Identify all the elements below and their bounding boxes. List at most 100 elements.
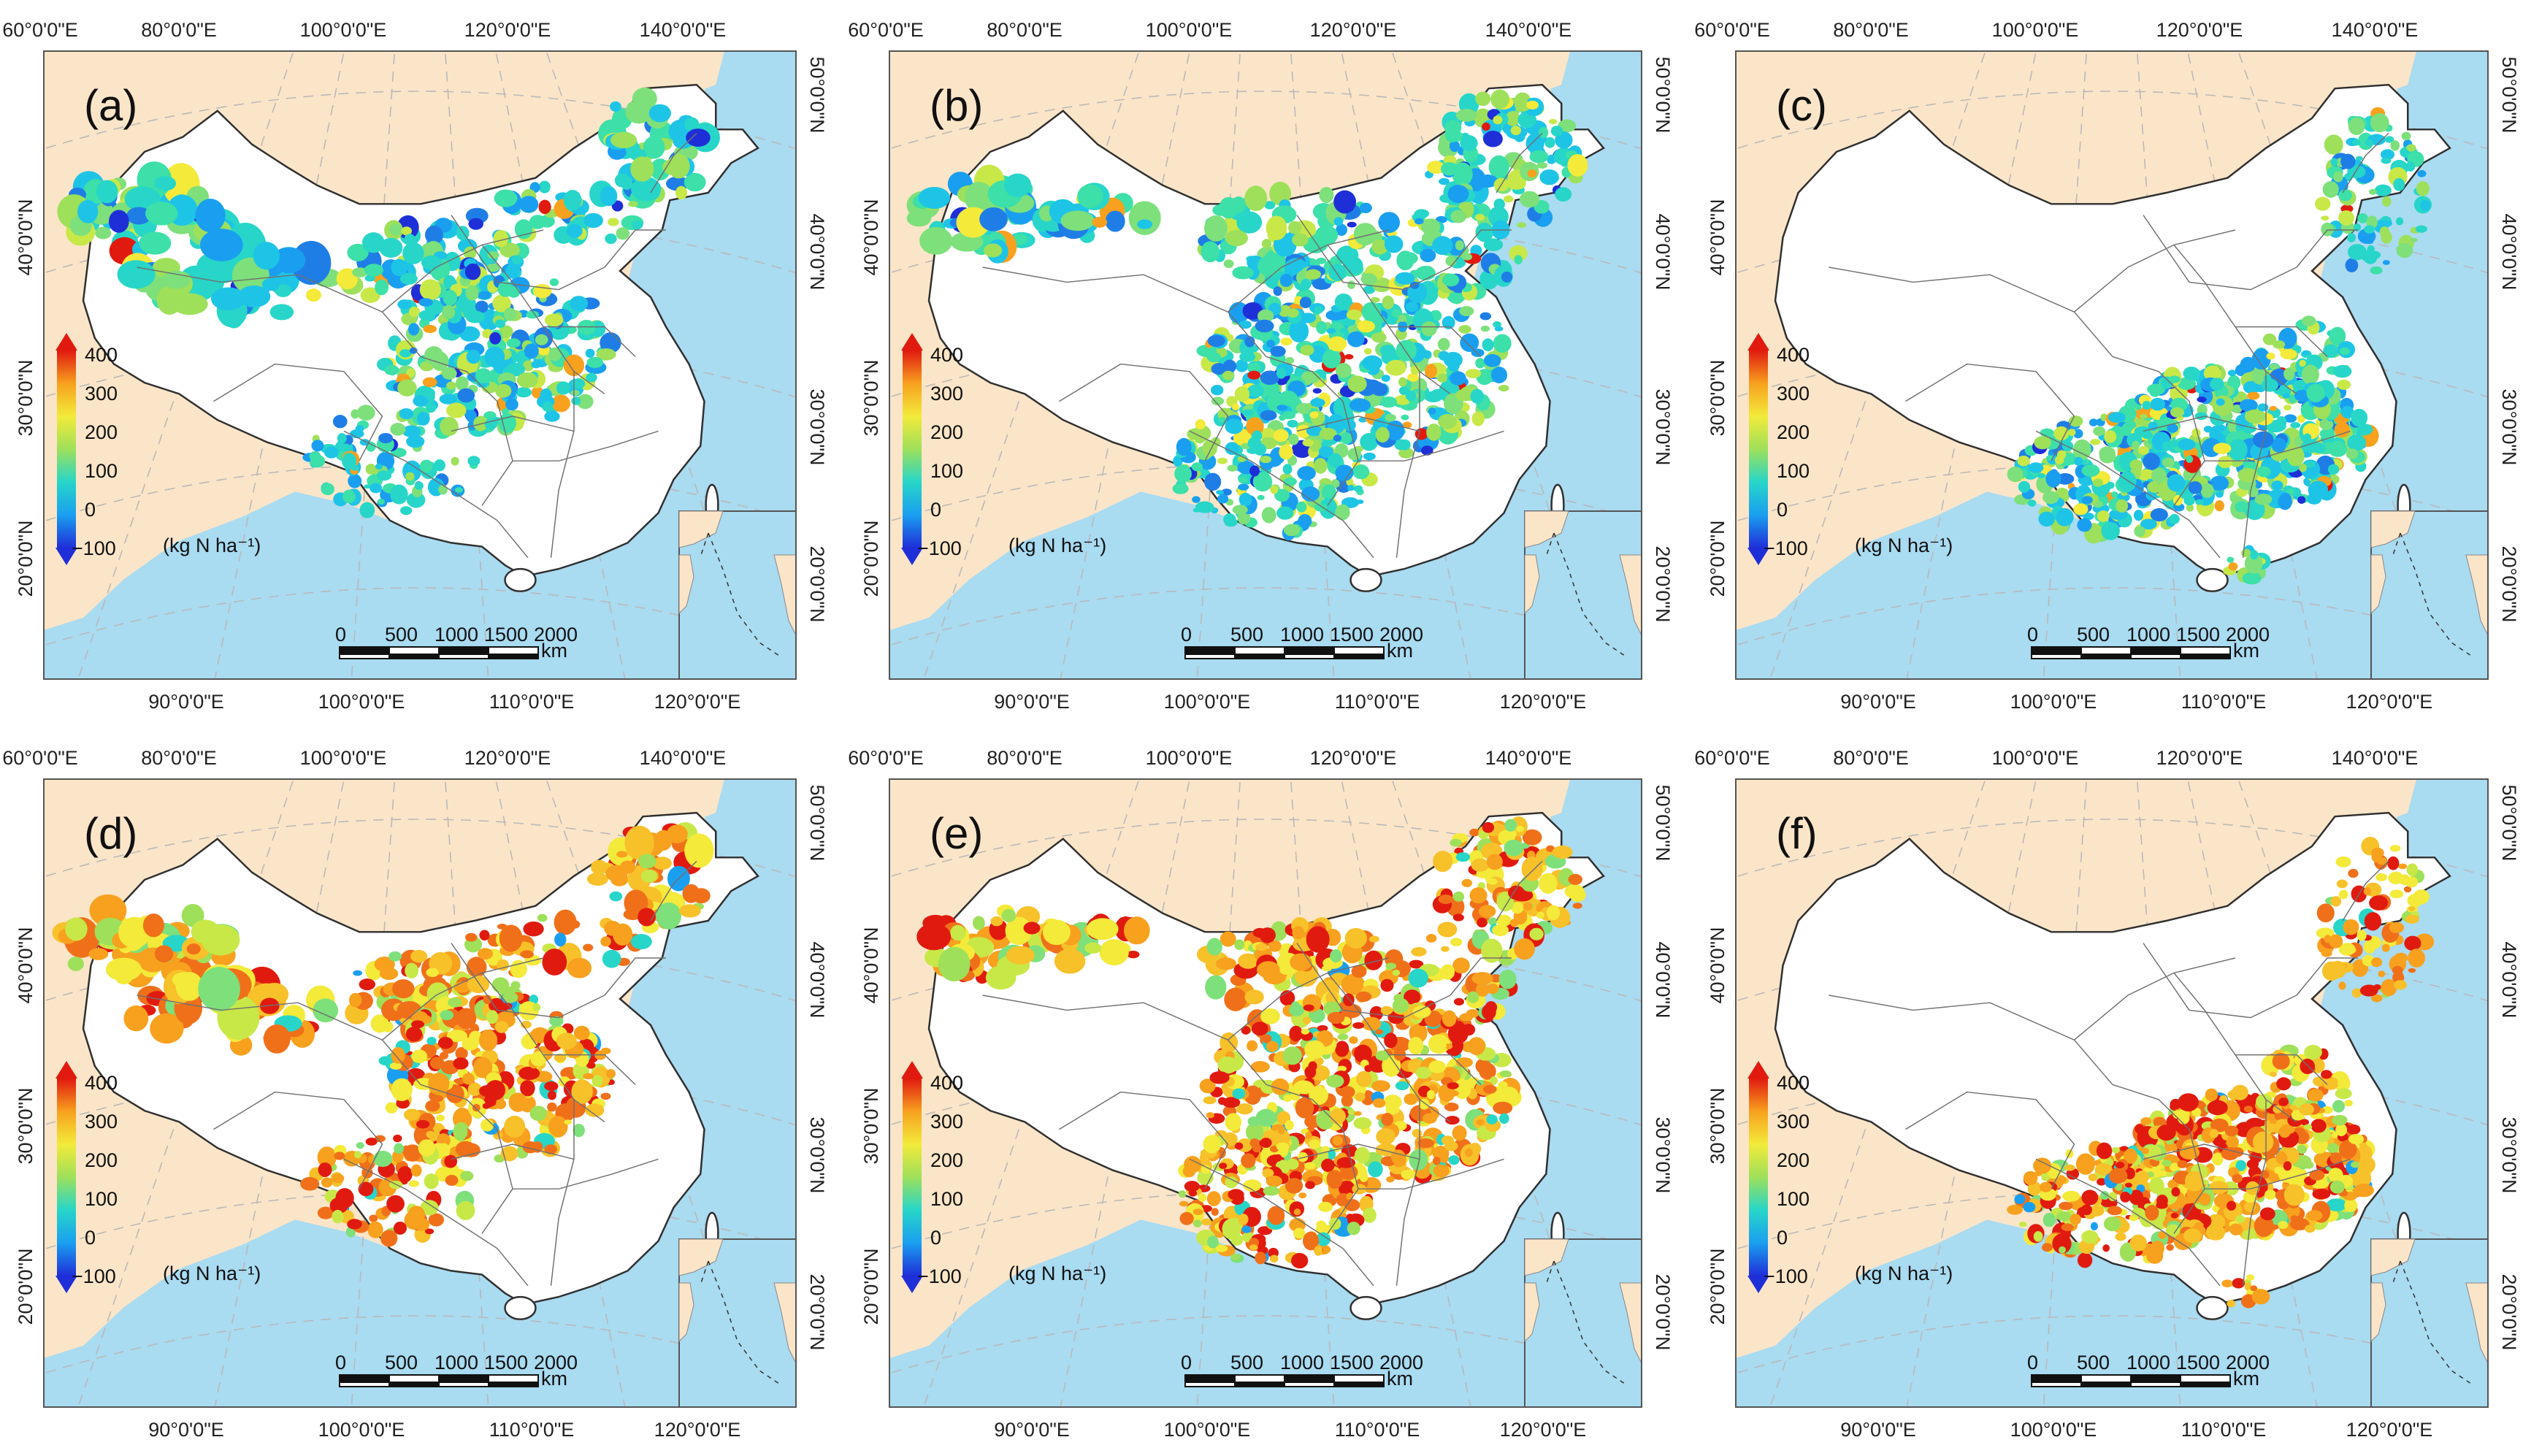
value-cell <box>2389 922 2405 933</box>
value-cell <box>397 1165 413 1183</box>
value-cell <box>465 410 477 423</box>
value-cell <box>420 1200 439 1216</box>
value-cell <box>1420 248 1436 263</box>
value-cell <box>358 1181 374 1197</box>
value-cell <box>1238 483 1249 491</box>
value-cell <box>1206 1112 1214 1119</box>
value-cell <box>2274 1166 2284 1175</box>
top-axis-label: 60°0'0"E <box>2 19 78 41</box>
value-cell <box>1252 430 1263 442</box>
value-cell <box>2156 1201 2168 1209</box>
value-cell <box>351 409 359 419</box>
value-cell <box>2115 1233 2126 1241</box>
value-cell <box>1436 1042 1447 1049</box>
value-cell <box>1330 949 1342 963</box>
value-cell <box>1223 513 1236 526</box>
value-cell <box>1249 1244 1258 1251</box>
value-cell <box>1490 367 1508 384</box>
value-cell <box>453 1123 468 1141</box>
value-cell <box>554 932 567 947</box>
value-cell <box>1546 905 1561 921</box>
colorbar-ramp <box>903 350 922 548</box>
left-axis-label: 20°0'0"N <box>1707 1248 1728 1325</box>
colorbar-ramp <box>1749 350 1768 548</box>
value-cell <box>2170 1098 2181 1110</box>
value-cell <box>2352 139 2361 146</box>
value-cell <box>1319 428 1337 440</box>
value-cell <box>391 1046 405 1064</box>
value-cell <box>972 916 985 930</box>
value-cell <box>2368 188 2378 195</box>
value-cell <box>446 1030 468 1043</box>
value-cell <box>2335 1088 2352 1100</box>
value-cell <box>1238 321 1252 329</box>
value-cell <box>1205 975 1227 1000</box>
value-cell <box>2381 978 2397 997</box>
value-cell <box>2242 1230 2254 1241</box>
value-cell <box>313 998 339 1023</box>
colorbar-ramp <box>57 1078 76 1276</box>
hainan-island <box>1349 567 1382 592</box>
value-cell <box>1482 1004 1496 1020</box>
province-borders <box>137 132 697 559</box>
value-cell <box>2405 161 2416 172</box>
value-cell <box>1238 953 1259 969</box>
value-cell <box>1287 308 1299 318</box>
value-cell <box>1549 118 1558 125</box>
value-cell <box>1479 312 1492 321</box>
value-cell <box>586 356 604 369</box>
value-cell <box>2210 378 2224 391</box>
right-axis-label: 40°0'0"N <box>1652 941 1674 1018</box>
value-cell <box>2080 1204 2092 1216</box>
value-cell <box>2178 377 2197 390</box>
top-axis-label: 80°0'0"E <box>987 19 1063 41</box>
hainan-island <box>504 1295 537 1320</box>
value-cell <box>1347 375 1367 393</box>
value-cell <box>201 924 240 956</box>
value-cell <box>1442 315 1455 329</box>
value-cell <box>1441 946 1450 952</box>
value-cell <box>1241 1026 1251 1035</box>
value-cell <box>2023 1201 2036 1213</box>
value-cell <box>1550 126 1563 137</box>
top-axis-label: 140°0'0"E <box>2332 19 2419 41</box>
value-cell <box>1262 1168 1274 1179</box>
value-cell <box>2348 868 2359 878</box>
value-cell <box>2329 960 2346 978</box>
top-axis-label: 120°0'0"E <box>464 19 551 41</box>
value-cell <box>2216 424 2226 432</box>
value-cell <box>1301 1028 1310 1035</box>
value-cell <box>356 405 375 421</box>
value-cell <box>1475 982 1490 997</box>
value-cell <box>2348 117 2365 136</box>
value-cell <box>1414 428 1428 440</box>
value-cell <box>1498 384 1509 392</box>
map-panel: (f) 400 300 200 100 0 −100 (kg N ha⁻¹) 0 500 1000 1… <box>1692 728 2523 1456</box>
value-cell <box>455 487 464 493</box>
value-cell <box>2239 399 2258 412</box>
scale-unit: km <box>1387 1368 1413 1390</box>
value-cell <box>2140 1117 2152 1125</box>
value-cell <box>2108 1168 2128 1184</box>
value-cell <box>2218 456 2233 469</box>
left-axis-label: 30°0'0"N <box>1707 359 1728 436</box>
value-cell <box>261 277 280 291</box>
value-cell <box>1353 223 1377 246</box>
value-cell <box>667 153 690 179</box>
value-cell <box>378 499 385 505</box>
value-cell <box>2181 1198 2189 1205</box>
value-cell <box>2338 210 2354 226</box>
scale-unit: km <box>541 640 567 662</box>
value-cell <box>1490 1076 1498 1085</box>
colorbar-min-arrow <box>901 548 923 565</box>
value-cell <box>2365 239 2374 245</box>
value-cell <box>1432 1157 1441 1165</box>
value-cell <box>108 210 129 233</box>
right-axis-label: 50°0'0"N <box>806 56 828 133</box>
value-cell <box>391 258 407 277</box>
colorbar-ramp <box>1749 1078 1768 1276</box>
value-cell <box>2059 1201 2073 1211</box>
bottom-axis-label: 110°0'0"E <box>1335 1419 1420 1441</box>
